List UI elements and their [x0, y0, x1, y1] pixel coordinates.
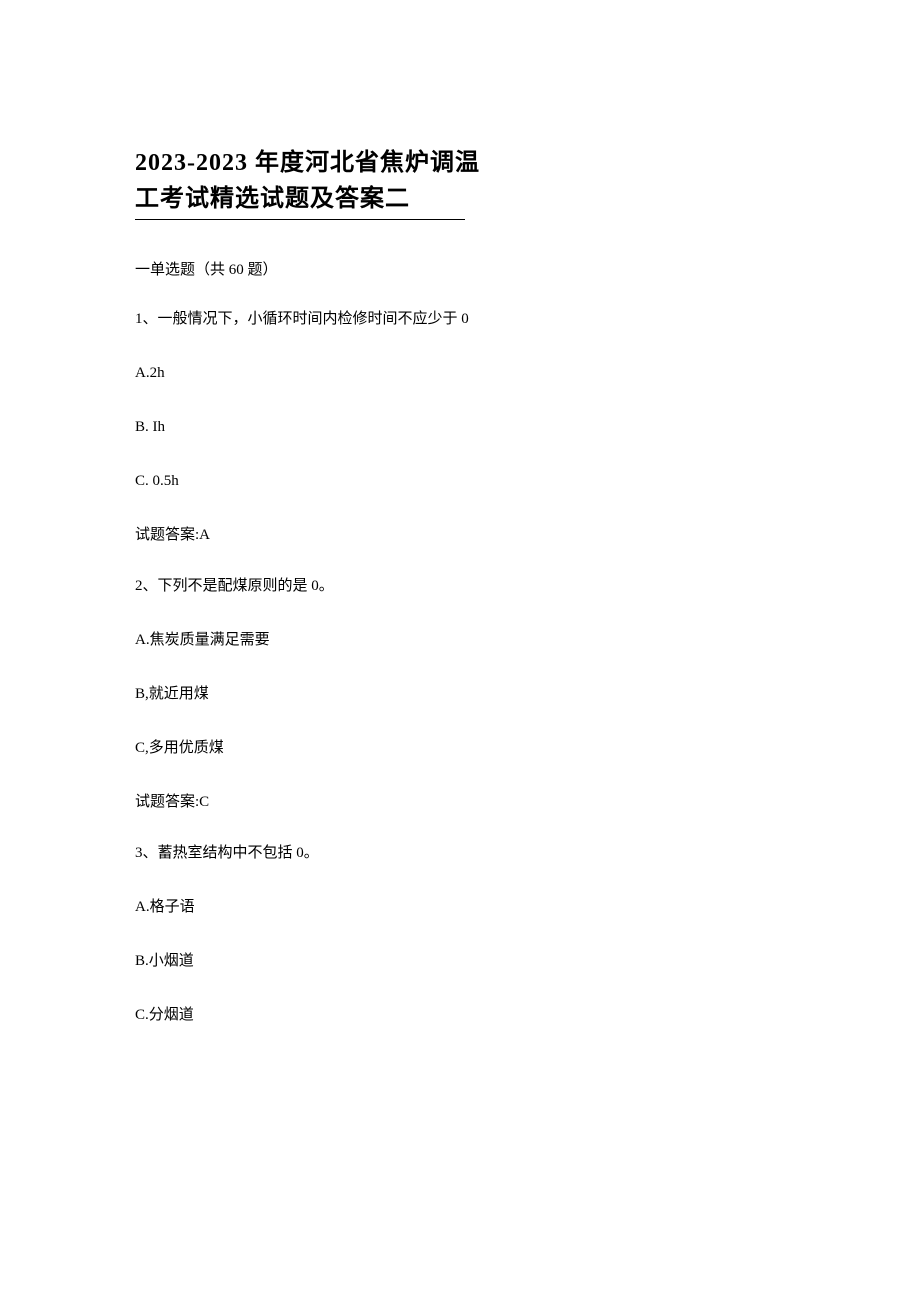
- question-2: 2、下列不是配煤原则的是 0。 A.焦炭质量满足需要 B,就近用煤 C,多用优质…: [135, 574, 785, 811]
- answer: 试题答案:C: [135, 790, 785, 811]
- title-line-1: 2023-2023 年度河北省焦炉调温: [135, 145, 785, 181]
- option-b: B.小烟道: [135, 949, 785, 973]
- question-3: 3、蓄热室结构中不包括 0。 A.格子语 B.小烟道 C.分烟道: [135, 841, 785, 1027]
- question-text: 2、下列不是配煤原则的是 0。: [135, 574, 785, 598]
- option-b: B. Ih: [135, 415, 785, 439]
- option-a: A.2h: [135, 361, 785, 385]
- option-c: C,多用优质煤: [135, 736, 785, 760]
- option-c: C.分烟道: [135, 1003, 785, 1027]
- answer: 试题答案:A: [135, 523, 785, 544]
- title-line-2: 工考试精选试题及答案二: [135, 181, 465, 220]
- option-b: B,就近用煤: [135, 682, 785, 706]
- option-c: C. 0.5h: [135, 469, 785, 493]
- option-a: A.焦炭质量满足需要: [135, 628, 785, 652]
- document-title: 2023-2023 年度河北省焦炉调温 工考试精选试题及答案二: [135, 145, 785, 220]
- section-header: 一单选题（共 60 题）: [135, 258, 785, 279]
- option-a: A.格子语: [135, 895, 785, 919]
- question-1: 1、一般情况下，小循环时间内检修时间不应少于 0 A.2h B. Ih C. 0…: [135, 307, 785, 544]
- question-text: 1、一般情况下，小循环时间内检修时间不应少于 0: [135, 307, 785, 331]
- question-text: 3、蓄热室结构中不包括 0。: [135, 841, 785, 865]
